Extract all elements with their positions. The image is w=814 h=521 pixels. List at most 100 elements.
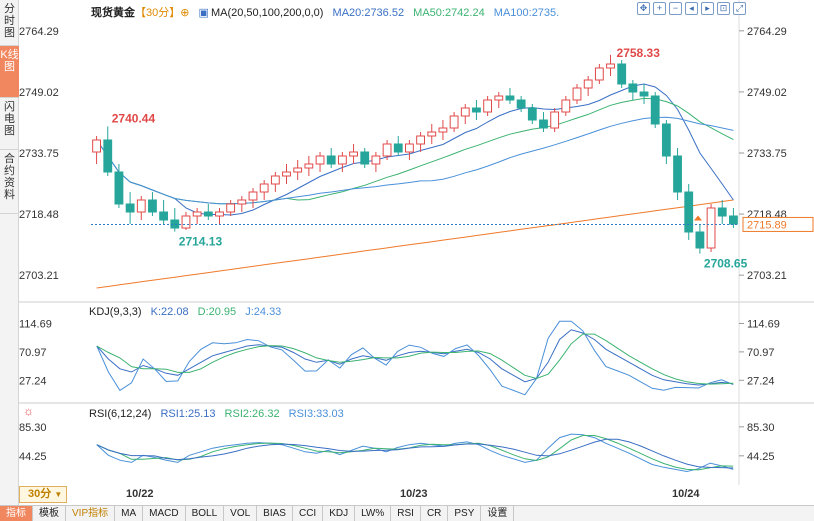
candle-body [192,211,202,217]
ma20-value: MA20:2736.52 [332,7,405,19]
chart-area[interactable]: 2764.29 2764.29 2749.02 2749.02 2733.75 2733.… [19,0,814,505]
ma200-line [96,199,734,289]
indicator-tab-8[interactable]: CCI [293,506,324,521]
fit-icon[interactable]: ⊡ [717,2,730,15]
indicator-tab-10[interactable]: LW% [355,506,392,521]
rsi-legend: RSI(6,12,24) RSI1:25.13 RSI2:26.32 RSI3:… [89,408,350,420]
candle-body [282,171,291,177]
candle-body [606,63,615,69]
candle-body [583,79,593,89]
candle-body [92,139,101,153]
kdj-tick-label-left: 27.24 [19,375,47,387]
indicator-tab-4[interactable]: MACD [143,506,186,521]
candle-body [639,91,649,97]
price-tick-label-left: 2718.48 [19,209,59,221]
indicator-tab-7[interactable]: BIAS [257,506,293,521]
candle-body [203,211,213,217]
candle-body [326,155,336,165]
zoom-out-icon[interactable]: − [669,2,682,15]
date-label-2: 10/23 [400,488,428,500]
chart-toolbar: ✥ + − ◂ ▸ ⊡ ⤢ [637,2,746,15]
settings-icon[interactable]: ⊕ [180,7,190,19]
candle-body [516,99,526,109]
candle-body [349,151,358,157]
price-tick-label: 2703.21 [747,270,787,282]
kdj-d-line [96,333,734,385]
ma100-value: MA100:2735. [493,7,560,19]
price-tick-label-left: 2703.21 [19,270,59,282]
period-label: 【30分】 [135,7,181,19]
indicator-tab-13[interactable]: PSY [448,506,482,521]
rsi1-line [96,433,734,473]
ma50-line [96,97,734,205]
kdj-label: KDJ(9,3,3) [89,306,142,318]
candle-body [293,167,303,173]
ma50-value: MA50:2742.24 [413,7,485,19]
candle-body [617,63,627,85]
low-right-annotation: 2708.65 [704,257,748,271]
candle-body [125,203,135,213]
candle-body [729,215,738,225]
candle-body [717,207,727,217]
ma100-line [96,116,734,205]
price-tick-label-left: 2733.75 [19,148,59,160]
rsi2-line [96,435,734,471]
indicator-tab-14[interactable]: 设置 [481,506,515,521]
price-tick-label-left: 2764.29 [19,26,59,38]
rsi-tick-label: 44.25 [747,451,775,463]
period-select[interactable]: 30分 ▼ [19,486,67,503]
rsi-tick-label-left: 85.30 [19,422,47,434]
indicator-tab-6[interactable]: VOL [224,506,258,521]
price-tick-label: 2749.02 [747,87,787,99]
indicator-tab-5[interactable]: BOLL [186,506,225,521]
candle-body [226,203,236,213]
kdj-d: D:20.95 [197,306,237,318]
candle-body [259,183,269,193]
indicator-tab-1[interactable]: 模板 [33,506,66,521]
side-tab-contract[interactable]: 合约资料 [0,150,19,214]
candle-body [371,155,381,165]
ma-params-icon: ▣ [198,7,209,19]
sun-icon[interactable]: ☼ [23,404,34,418]
candle-body [505,95,515,101]
candle-body [695,231,705,249]
fullscreen-icon[interactable]: ⤢ [733,2,746,15]
kdj-tick-label: 70.97 [747,347,775,359]
kdj-tick-label: 114.69 [747,318,780,330]
side-tab-strip: 分时图 K线图 闪电图 合约资料 [0,0,19,505]
candle-body [382,143,392,157]
candle-body [304,163,314,169]
kdj-j-line [96,320,734,396]
candle-body [594,67,604,81]
candle-body [550,111,560,129]
candle-body [472,107,481,113]
indicator-tab-12[interactable]: CR [421,506,449,521]
candle-body [527,107,537,121]
indicator-tab-2[interactable]: VIP指标 [66,506,116,521]
indicator-tab-9[interactable]: KDJ [323,506,356,521]
rsi3-line [96,438,734,469]
side-tab-kline[interactable]: K线图 [0,46,19,98]
side-tab-timeshare[interactable]: 分时图 [0,0,19,46]
rsi1-value: RSI1:25.13 [160,408,216,420]
indicator-tab-0[interactable]: 指标 [0,506,33,521]
kdj-j: J:24.33 [245,306,282,318]
current-price-arrow-icon [694,215,702,221]
indicator-tab-3[interactable]: MA [115,506,144,521]
move-icon[interactable]: ✥ [637,2,650,15]
main-legend: 现货黄金【30分】⊕ ▣ MA(20,50,100,200,0,0) MA20:2… [91,4,565,20]
rsi-tick-label: 85.30 [747,422,775,434]
kdj-tick-label: 27.24 [747,375,775,387]
candle-body [270,175,280,185]
current-price-box [742,216,814,232]
indicator-tab-11[interactable]: RSI [391,506,421,521]
chart-canvas[interactable]: 2764.29 2764.29 2749.02 2749.02 2733.75 2733.… [19,0,814,505]
price-tick-label-left: 2749.02 [19,87,59,99]
next-icon[interactable]: ▸ [701,2,714,15]
kdj-tick-label-left: 114.69 [19,318,52,330]
symbol-title: 现货黄金 [91,7,135,19]
side-tab-flash[interactable]: 闪电图 [0,98,19,150]
prev-icon[interactable]: ◂ [685,2,698,15]
zoom-in-icon[interactable]: + [653,2,666,15]
